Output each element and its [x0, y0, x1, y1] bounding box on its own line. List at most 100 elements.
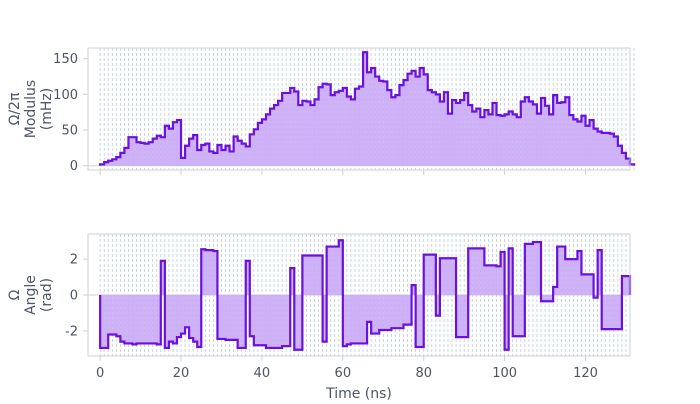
step-bar — [346, 295, 351, 345]
step-bar — [573, 119, 578, 166]
step-bar — [577, 251, 582, 295]
step-bar — [367, 72, 372, 166]
step-bar — [435, 295, 440, 316]
step-bar — [419, 295, 424, 348]
step-bar — [387, 295, 392, 330]
step-bar — [524, 243, 529, 295]
step-bar — [549, 295, 554, 302]
step-bar — [545, 295, 550, 302]
step-bar — [536, 242, 542, 295]
step-bar — [500, 115, 505, 166]
step-bar — [484, 265, 489, 295]
step-bar — [152, 138, 157, 166]
step-bar — [241, 295, 246, 348]
step-bar — [124, 147, 129, 166]
step-bar — [411, 285, 416, 295]
y-axis-label: ΩAngle(rad) — [7, 275, 55, 315]
step-bar — [460, 100, 465, 166]
step-bar — [480, 117, 485, 166]
step-bar — [492, 265, 497, 295]
step-bar — [112, 159, 117, 166]
step-bar — [447, 113, 453, 166]
step-bar — [427, 254, 432, 295]
step-bar — [488, 114, 493, 166]
step-bar — [278, 295, 283, 348]
step-bar — [282, 92, 287, 166]
step-bar — [302, 255, 307, 295]
step-bar — [516, 117, 521, 166]
step-bar — [605, 132, 610, 166]
step-bar — [310, 105, 315, 166]
step-bar — [625, 158, 630, 166]
step-bar — [415, 295, 420, 348]
step-bar — [164, 125, 169, 166]
step-bar — [213, 152, 218, 166]
step-bar — [468, 248, 473, 295]
step-bar — [294, 295, 299, 350]
step-bar — [209, 151, 214, 166]
y-tick-label: 100 — [53, 88, 78, 103]
step-bar — [322, 295, 327, 342]
y-axis-label-line: Modulus — [23, 80, 39, 138]
step-bar — [326, 84, 331, 166]
step-bar — [609, 295, 614, 330]
step-bar — [423, 74, 428, 166]
x-tick-label: 0 — [96, 366, 104, 381]
step-bar — [237, 295, 242, 348]
step-bar — [338, 240, 343, 295]
step-bar — [185, 145, 190, 166]
step-bar — [371, 67, 376, 166]
step-bar — [569, 115, 574, 166]
step-bar — [399, 295, 404, 329]
step-bar — [476, 248, 481, 295]
step-bar — [593, 128, 598, 166]
step-bar — [132, 295, 137, 345]
step-bar — [520, 101, 525, 166]
step-bar — [391, 97, 396, 166]
step-bar — [625, 276, 630, 295]
step-bar — [108, 295, 113, 335]
step-bar — [367, 295, 372, 322]
y-tick-label: 150 — [53, 52, 78, 67]
series-line — [99, 239, 632, 351]
axes-frame — [87, 47, 631, 171]
step-bar — [229, 151, 234, 166]
step-bar — [456, 295, 461, 338]
step-bar — [314, 255, 319, 295]
step-bar — [342, 87, 347, 166]
y-axis-label-line: Ω/2π — [7, 92, 23, 125]
step-bar — [100, 295, 105, 348]
step-bar — [617, 145, 622, 166]
step-bar — [221, 295, 226, 339]
step-bar — [609, 133, 614, 166]
step-bar — [136, 295, 141, 344]
step-bar — [217, 145, 222, 166]
step-bar — [589, 274, 594, 295]
y-axis-label-line: (rad) — [39, 278, 55, 312]
step-bar — [439, 101, 444, 166]
step-bar — [553, 286, 558, 295]
step-bar — [460, 295, 465, 338]
step-bar — [140, 142, 145, 166]
y-tick-label: 50 — [61, 124, 78, 139]
step-bar — [245, 260, 250, 295]
step-bar — [298, 105, 303, 166]
step-bar — [346, 96, 351, 166]
step-bar — [318, 255, 323, 295]
step-bar — [104, 162, 109, 166]
step-bar — [205, 250, 210, 295]
chart-panel-1: 0 50 100 150 Ω/2πModulus(mHz) — [7, 47, 636, 175]
step-bar — [363, 295, 368, 344]
step-bar — [407, 295, 412, 325]
x-axis-label: Time (ns) — [325, 386, 392, 400]
step-bar — [156, 135, 161, 166]
step-bar — [257, 122, 262, 166]
step-bar — [237, 140, 242, 166]
step-bar — [286, 295, 291, 347]
step-bar — [193, 295, 198, 342]
step-bar — [172, 122, 177, 166]
step-bar — [545, 105, 550, 166]
step-bar — [597, 250, 602, 295]
step-bar — [176, 120, 182, 166]
